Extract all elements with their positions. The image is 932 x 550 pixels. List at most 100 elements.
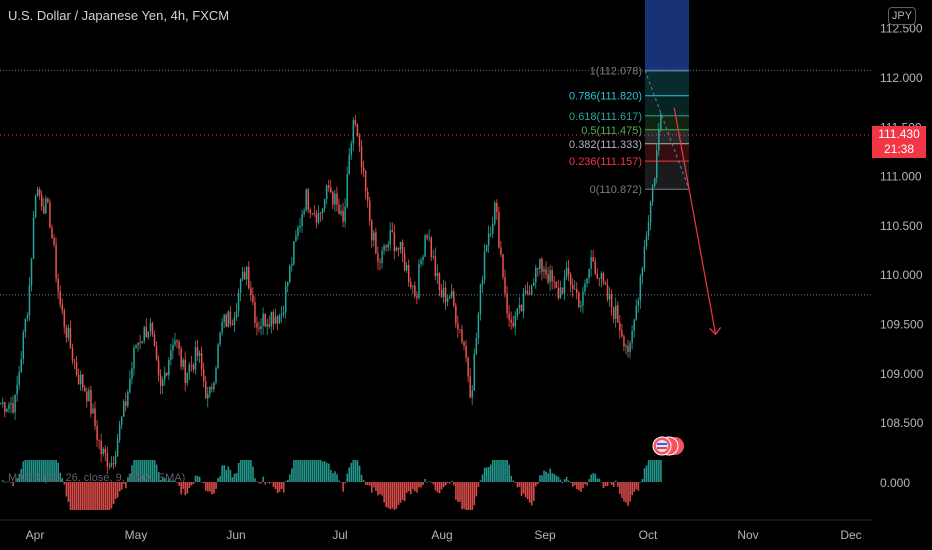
macd-histogram-bar <box>559 479 562 482</box>
candle-body <box>231 324 234 325</box>
macd-histogram-bar <box>617 482 619 487</box>
currency-button[interactable]: JPY <box>888 7 916 25</box>
macd-histogram-bar <box>30 460 33 482</box>
macd-histogram-bar <box>602 482 605 488</box>
macd-histogram-bar <box>67 482 70 503</box>
candle-body <box>100 440 102 454</box>
macd-histogram-bar <box>500 460 502 482</box>
candle-body <box>524 290 527 294</box>
macd-histogram-bar <box>541 475 543 482</box>
macd-indicator-label[interactable]: MACD (12, 26, close, 9, EMA, EMA) <box>8 472 186 484</box>
candle-body <box>276 316 279 324</box>
x-tick-label: Aug <box>431 528 452 542</box>
candle-body <box>328 185 330 188</box>
candle-body <box>391 230 394 233</box>
macd-histogram-bar <box>440 482 443 490</box>
macd-histogram-bar <box>451 480 453 482</box>
candle-body <box>561 287 564 294</box>
candle-body <box>325 185 328 200</box>
candle-body <box>174 340 176 345</box>
x-tick-label: Sep <box>534 528 556 542</box>
y-tick-label: 110.500 <box>880 219 923 233</box>
fib-zone <box>645 161 689 190</box>
macd-histogram-bar <box>213 482 215 494</box>
projection-arrow[interactable] <box>673 107 717 335</box>
candle-body <box>366 191 369 201</box>
candle-body <box>297 227 299 236</box>
candle-body <box>621 330 623 337</box>
macd-histogram-bar <box>131 465 133 482</box>
macd-histogram-bar <box>582 482 584 489</box>
macd-histogram-bar <box>623 482 625 502</box>
candle-body <box>557 287 560 299</box>
candle-body <box>67 328 70 338</box>
candle-body <box>403 253 406 271</box>
macd-histogram-bar <box>141 460 144 482</box>
macd-histogram-bar <box>200 482 203 483</box>
candle-body <box>555 281 558 288</box>
macd-histogram-bar <box>393 482 396 510</box>
macd-histogram-bar <box>248 460 250 482</box>
y-tick-label: 108.500 <box>880 416 924 430</box>
y-tick-label: 112.000 <box>880 71 923 85</box>
macd-histogram-bar <box>59 472 62 482</box>
macd-histogram-bar <box>211 482 213 495</box>
macd-histogram-bar <box>77 482 80 510</box>
y-tick-label: 109.000 <box>880 367 924 381</box>
candle-body <box>239 279 242 293</box>
macd-histogram-bar <box>381 482 383 496</box>
y-tick-label: 112.500 <box>880 22 923 36</box>
candle-body <box>18 372 20 385</box>
macd-histogram-bar <box>397 482 400 505</box>
macd-histogram-bar <box>496 460 498 482</box>
macd-histogram-bar <box>278 482 281 492</box>
macd-histogram-bar <box>14 481 16 483</box>
candle-body <box>176 340 178 343</box>
macd-histogram-bar <box>407 482 410 492</box>
candle-body <box>617 305 619 323</box>
y-tick-label: 111.000 <box>880 170 922 184</box>
candle-body <box>658 129 660 151</box>
economic-event-flag-icon[interactable] <box>651 434 685 458</box>
macd-histogram-bar <box>524 482 527 498</box>
macd-histogram-bar <box>336 474 338 482</box>
candle-body <box>567 267 570 275</box>
candle-body <box>246 266 248 280</box>
candle-body <box>161 379 164 386</box>
macd-histogram-bar <box>237 462 240 482</box>
candle-body <box>153 334 156 346</box>
macd-histogram-bar <box>12 482 14 487</box>
macd-histogram-bar <box>545 471 547 482</box>
macd-histogram-bar <box>108 482 111 510</box>
candle-body <box>164 372 166 380</box>
macd-histogram-bar <box>323 461 326 482</box>
macd-histogram-bar <box>325 462 328 482</box>
candle-body <box>73 360 76 363</box>
candle-body <box>211 387 213 390</box>
candle-body <box>84 387 86 392</box>
candle-body <box>92 408 94 414</box>
candle-body <box>145 327 148 338</box>
candle-body <box>660 113 662 130</box>
candle-body <box>489 233 492 235</box>
macd-histogram-bar <box>580 482 582 492</box>
macd-histogram-bar <box>293 460 295 482</box>
macd-histogram-bar <box>608 482 611 483</box>
candle-body <box>172 344 174 351</box>
candle-body <box>319 213 322 214</box>
candle-body <box>233 317 236 325</box>
candle-body <box>600 273 603 280</box>
macd-histogram-bar <box>319 460 322 482</box>
candle-body <box>358 135 361 147</box>
macd-histogram-bar <box>10 482 12 483</box>
macd-histogram-bar <box>467 482 469 510</box>
macd-histogram-bar <box>118 482 121 492</box>
candle-body <box>530 285 533 295</box>
candle-body <box>608 294 611 300</box>
macd-histogram-bar <box>151 460 154 482</box>
candle-body <box>487 233 490 246</box>
macd-histogram-bar <box>6 481 8 483</box>
candle-body <box>141 341 143 344</box>
macd-histogram-bar <box>61 478 64 482</box>
